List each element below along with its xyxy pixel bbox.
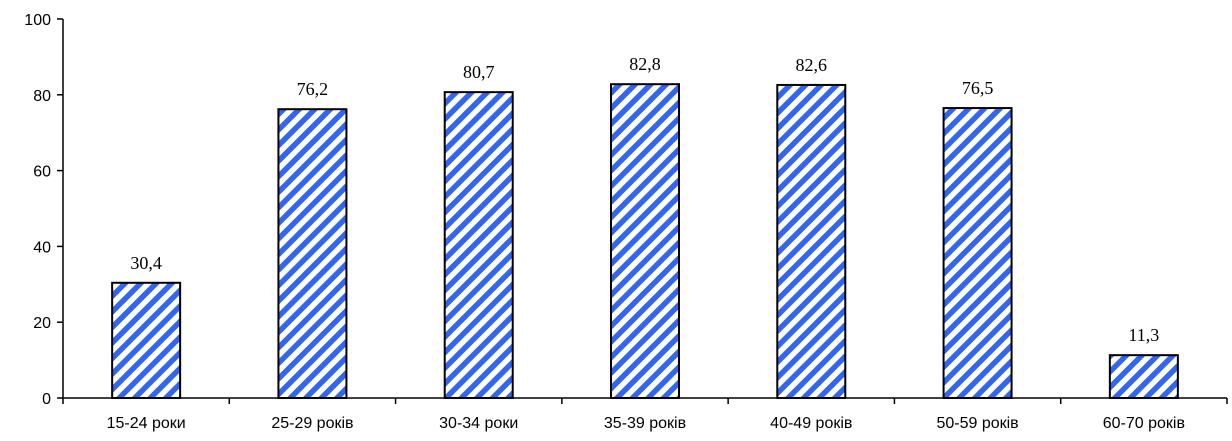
- y-tick-label: 20: [33, 315, 51, 332]
- data-label: 30,4: [130, 253, 162, 273]
- category-label: 50-59 років: [936, 415, 1018, 432]
- bar: [610, 83, 680, 400]
- data-label: 80,7: [463, 62, 495, 82]
- data-label: 76,5: [962, 78, 994, 98]
- category-label: 40-49 років: [770, 415, 852, 432]
- bar: [1108, 354, 1179, 400]
- bars: [111, 83, 1179, 400]
- y-tick-label: 60: [33, 164, 51, 181]
- y-tick-label: 100: [24, 12, 51, 29]
- labels: 30,4 15-24 роки 76,2 25-29 років 80,7 30-34 р…: [107, 54, 1185, 432]
- bar: [942, 107, 1013, 399]
- bar: [111, 281, 182, 399]
- axes: 0 20 40 60 80 100: [24, 12, 1228, 408]
- category-label: 30-34 роки: [439, 415, 518, 432]
- data-label: 82,8: [629, 54, 661, 74]
- category-label: 15-24 роки: [107, 415, 186, 432]
- y-tick-label: 40: [33, 239, 51, 256]
- category-label: 35-39 років: [604, 415, 686, 432]
- bar: [277, 108, 348, 400]
- bar: [776, 83, 847, 399]
- data-label: 11,3: [1128, 325, 1159, 345]
- category-label: 60-70 років: [1103, 415, 1185, 432]
- data-label: 76,2: [297, 79, 329, 99]
- y-tick-label: 0: [42, 391, 51, 408]
- category-label: 25-29 років: [271, 415, 353, 432]
- bar: [443, 91, 514, 399]
- y-tick-label: 80: [33, 88, 51, 105]
- data-label: 82,6: [796, 55, 828, 75]
